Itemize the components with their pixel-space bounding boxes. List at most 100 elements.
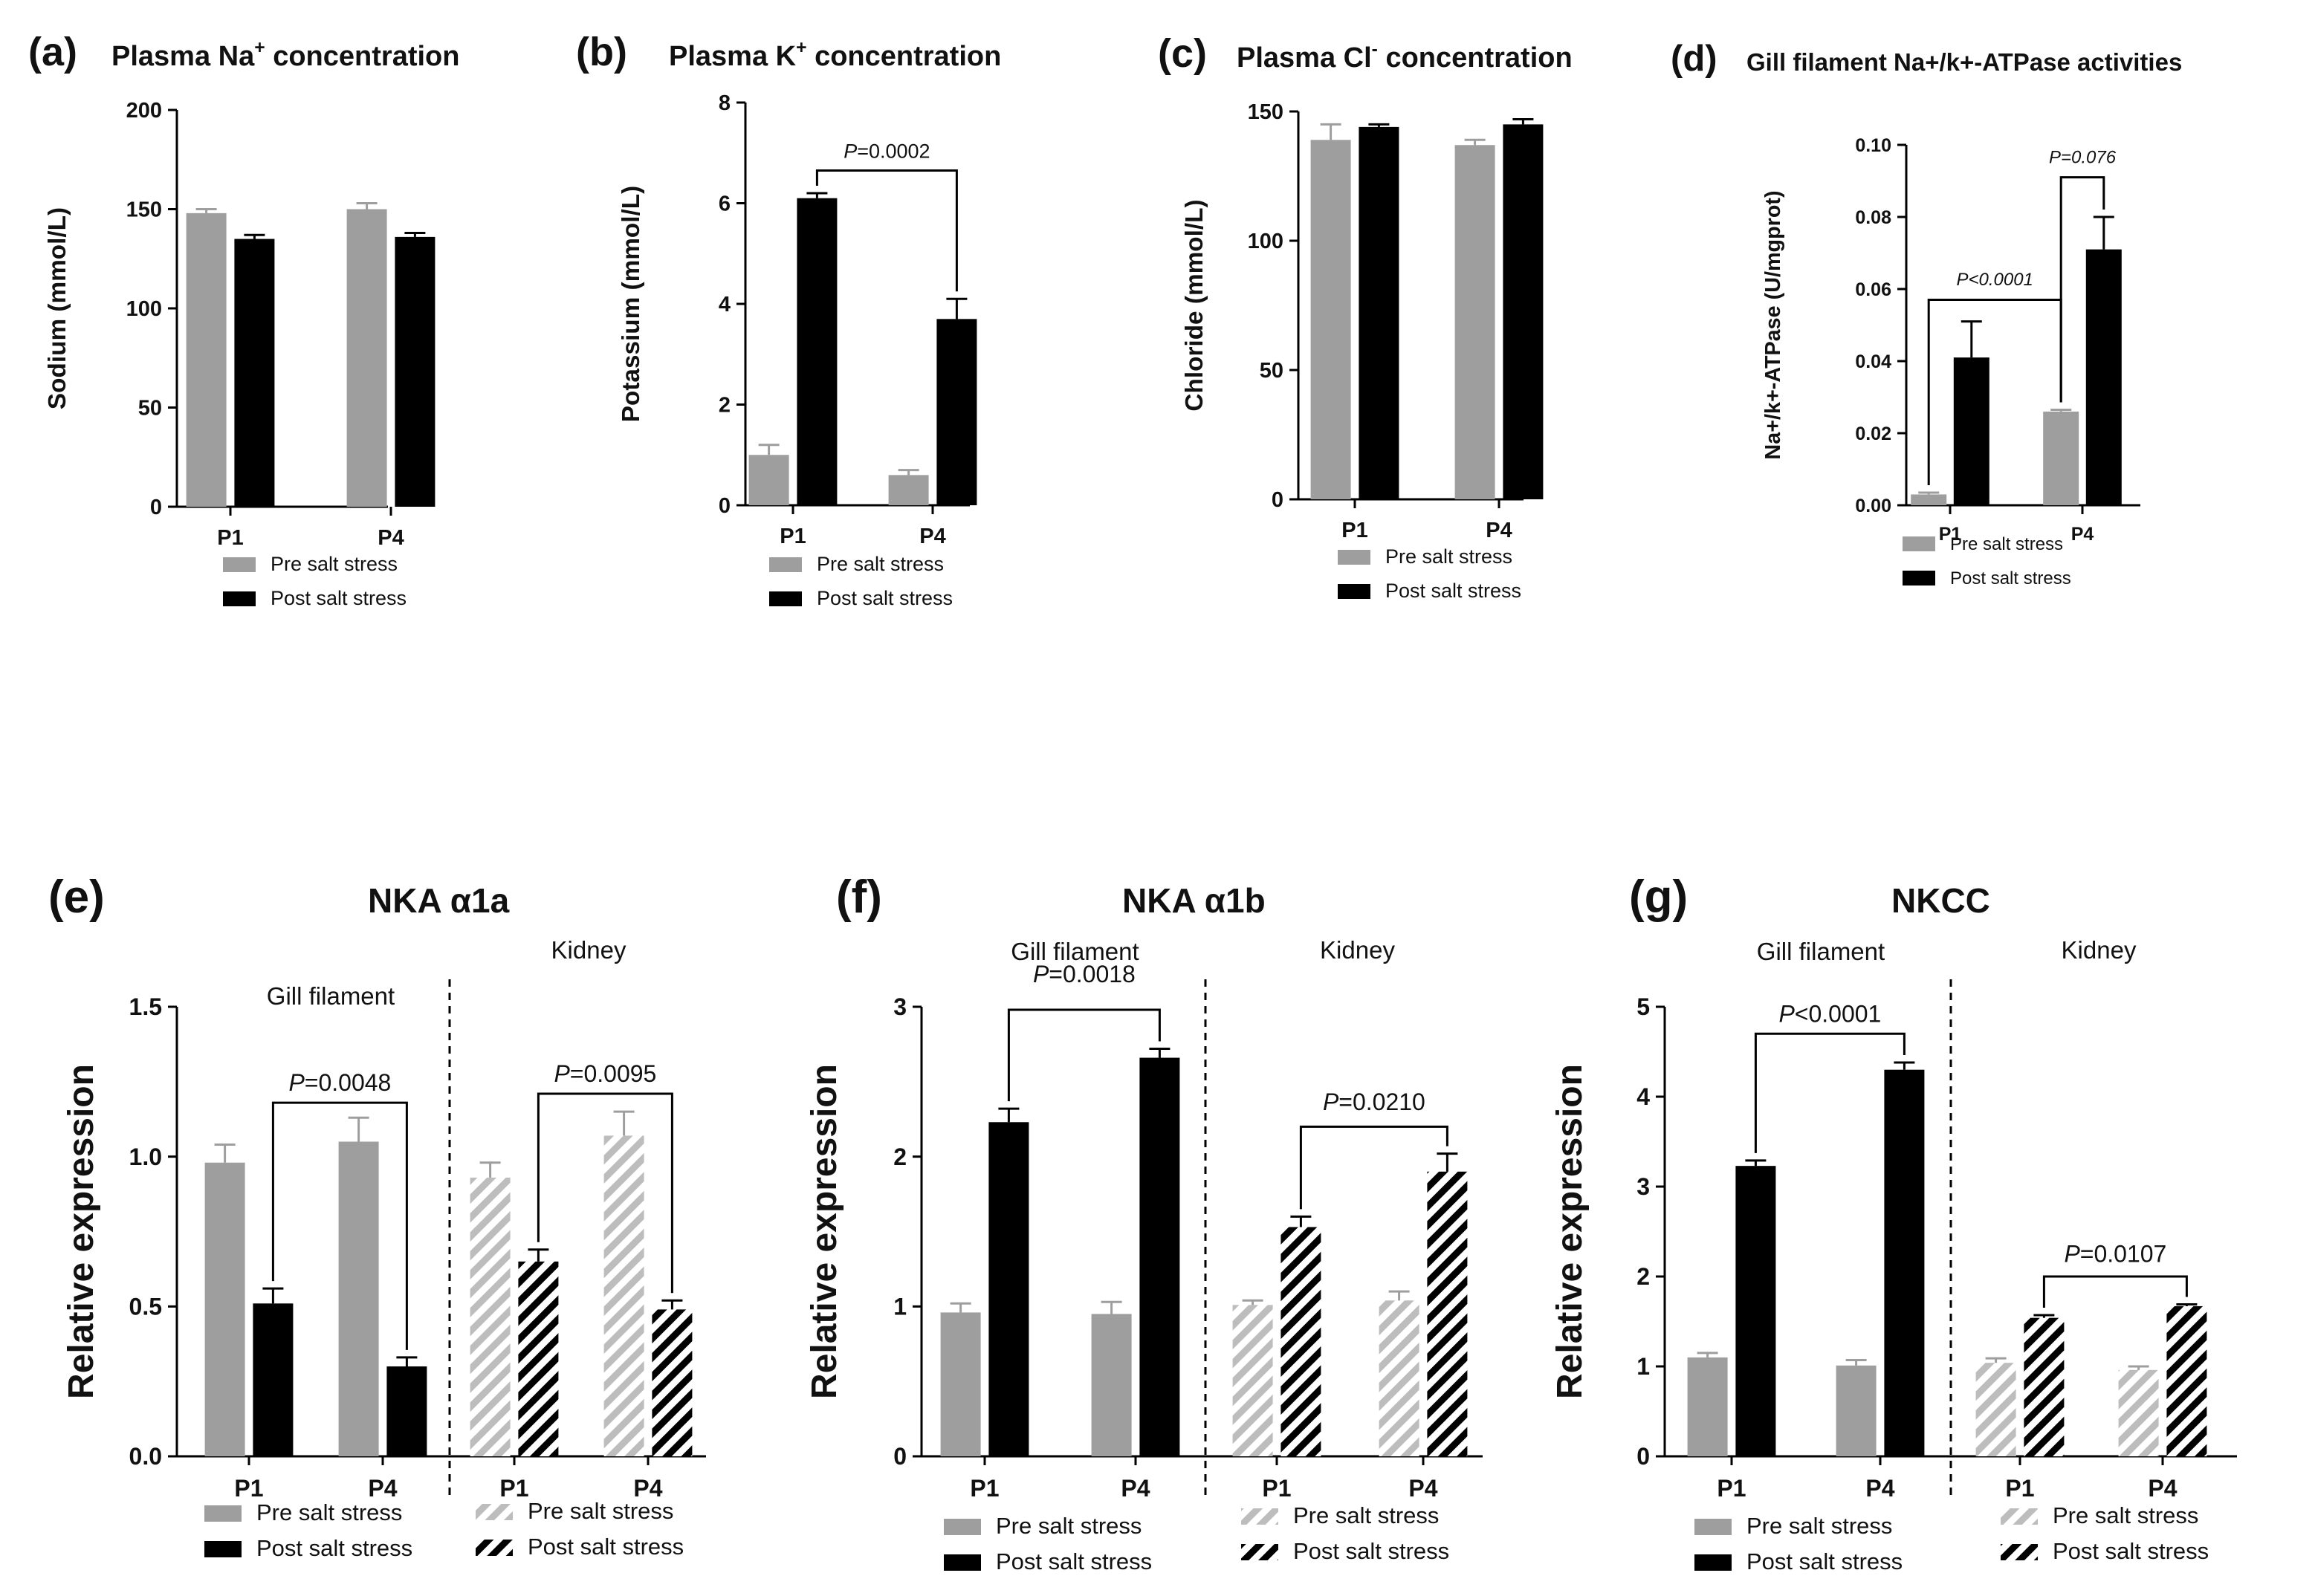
y-axis-label: Relative expression [805,1064,844,1399]
title-end: concentration [807,41,1002,72]
p-value-label: P<0.0001 [1778,1001,1881,1028]
p-italic: P [1323,1089,1339,1115]
x-tick-label: P4 [633,1475,662,1502]
bar [1379,1300,1419,1456]
title-text: NKA α1b [1122,881,1266,920]
bar [1953,357,1989,505]
title-text: NKA α1a [368,881,510,920]
legend-label: Post salt stress [817,587,953,609]
x-tick-label: P1 [780,525,806,548]
p-text: =0.076 [2061,147,2117,167]
x-tick-label: P4 [1486,519,1512,542]
title-text: Plasma Cl [1237,42,1372,74]
bar [253,1303,294,1456]
y-tick-label: 2 [893,1144,907,1170]
legend-swatch [223,591,256,606]
legend-label: Pre salt stress [817,553,944,575]
bar [652,1309,693,1456]
chart-title: NKA α1a [368,881,510,920]
panel-label: (c) [1158,31,1207,76]
x-tick-label: P1 [970,1475,999,1502]
title-superscript: + [254,38,265,58]
p-value-label: P<0.0001 [1956,270,2033,290]
panel-e: (e) NKA α1a 0.0 0.5 1.0 1.5 Relative expressio… [48,872,706,1561]
title-superscript: + [796,38,806,58]
y-tick-label: 50 [1260,359,1283,383]
panel-label: (a) [28,30,77,74]
region-label-kidney: Kidney [551,936,626,964]
y-tick-label: 0.04 [1855,351,1891,372]
x-tick-label: P1 [2005,1475,2034,1502]
y-tick-label: 0.08 [1855,207,1891,228]
significance-bracket [1754,1032,1906,1153]
bar [1359,126,1399,499]
x-tick-label: P1 [217,526,243,550]
bar [1139,1057,1180,1456]
p-text: <0.0001 [1968,270,2033,290]
bar [1310,140,1351,499]
legend-label: Pre salt stress [256,1499,402,1525]
y-tick-label: 5 [1636,993,1650,1020]
y-tick-label: 1.0 [129,1144,162,1170]
legend-swatch [944,1519,981,1535]
y-tick-label: 1 [893,1294,907,1320]
p-italic: P [1778,1001,1795,1028]
legend-label: Post salt stress [1385,580,1521,602]
panel-label: (d) [1671,39,1717,79]
p-value-label: P=0.0048 [288,1069,391,1096]
p-text: =0.0048 [305,1069,392,1096]
legend-label: Pre salt stress [528,1498,673,1524]
y-tick-label: 0.00 [1855,496,1891,516]
title-text: Gill filament Na+/k+-ATPase activities [1746,48,2182,76]
region-label-gill: Gill filament [267,982,395,1010]
title-end: concentration [1378,42,1573,74]
y-tick-label: 100 [1248,230,1283,253]
x-tick-label: P4 [378,526,404,550]
p-text: <0.0001 [1795,1001,1882,1028]
bar [988,1122,1029,1456]
p-value-label: P=0.0095 [554,1060,656,1087]
p-text: =0.0002 [857,140,930,163]
p-value-label: P=0.076 [2049,147,2117,167]
legend-swatch [944,1554,981,1571]
y-axis-label: Relative expression [62,1064,101,1399]
y-tick-label: 8 [719,91,731,115]
x-tick-label: P1 [1939,524,1962,545]
legend-swatch [1694,1554,1732,1571]
significance-bracket [2042,1275,2188,1308]
bar [470,1177,511,1456]
title-text: Plasma Na [111,41,255,72]
panel-a: (a) Plasma Na+ concentration 0 50 100 150 200 S… [28,30,459,609]
y-tick-label: 100 [126,297,162,321]
legend-swatch [1903,536,1935,551]
bar [940,1312,981,1456]
panel-g: (g) NKCC 0 1 2 3 4 5 Relative expression P1 P4 P1 P4… [1550,872,2237,1574]
y-tick-label: 1 [1636,1353,1650,1380]
bar [1735,1166,1776,1456]
significance-bracket [2059,176,2105,403]
p-value-label: P=0.0018 [1033,961,1136,987]
panel-d: (d) Gill filament Na+/k+-ATPase activitie… [1671,39,2182,588]
p-italic: P [844,140,857,163]
bar [2166,1305,2207,1456]
legend-label: Pre salt stress [1385,545,1512,568]
legend-swatch [1338,584,1370,599]
bar [395,236,436,507]
title-text: Plasma K [669,41,797,72]
legend-swatch [2001,1508,2038,1525]
y-tick-label: 0 [719,494,731,518]
bar [1911,494,1947,505]
y-tick-label: 50 [138,397,162,421]
chart-title: Plasma Cl- concentration [1237,39,1573,74]
p-italic: P [1033,961,1049,987]
y-tick-label: 0.0 [129,1443,162,1470]
bar [186,213,227,507]
y-tick-label: 0 [893,1443,907,1470]
panel-label: (f) [836,872,882,923]
bar [1091,1314,1132,1456]
y-tick-label: 3 [1636,1173,1650,1200]
bar [1884,1069,1925,1456]
y-tick-label: 4 [719,293,731,317]
significance-bracket [1007,1008,1161,1102]
